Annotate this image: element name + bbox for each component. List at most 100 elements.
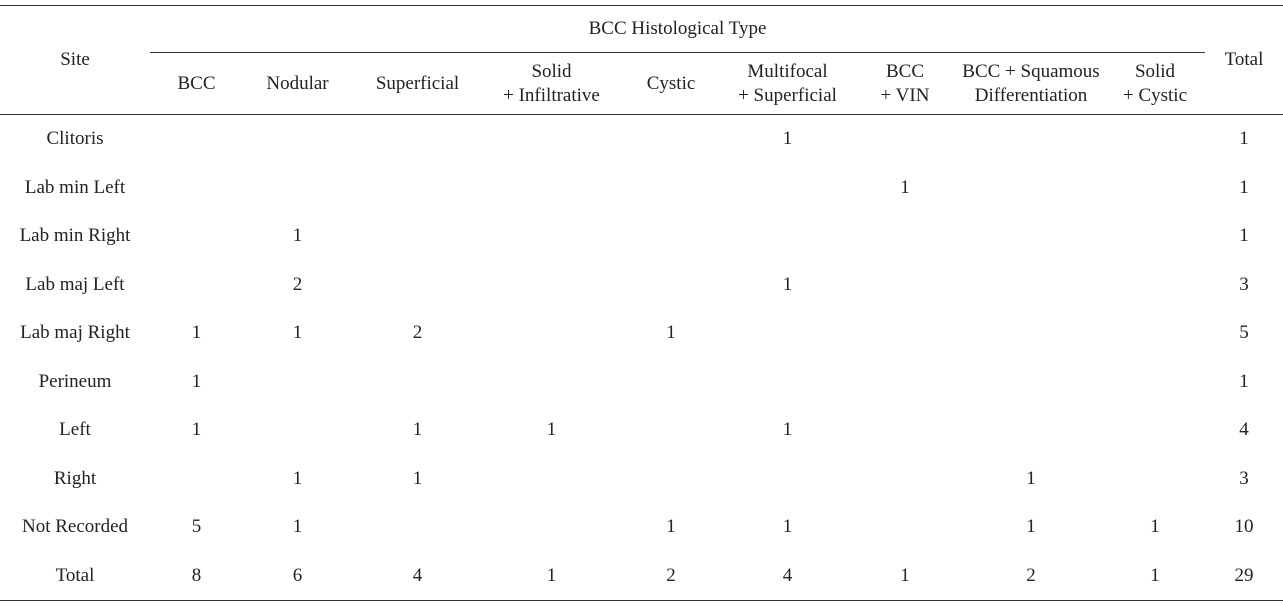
total-cell: 1 <box>1239 128 1249 150</box>
total-cell: 29 <box>1205 551 1283 601</box>
count-cell: 1 <box>1150 516 1160 538</box>
table-row: Perineum 1 1 <box>0 358 1283 407</box>
count-cell: 1 <box>666 322 676 344</box>
empty-cell <box>722 164 853 213</box>
empty-cell <box>483 503 620 552</box>
empty-cell <box>352 115 483 164</box>
empty-cell <box>352 212 483 261</box>
count-cell: 1 <box>666 516 676 538</box>
count-cell: 1 <box>191 419 202 441</box>
empty-cell <box>150 261 243 310</box>
empty-cell <box>352 358 483 407</box>
empty-cell <box>1105 455 1205 504</box>
count-cell: 1 <box>782 516 793 538</box>
empty-cell <box>620 406 722 455</box>
count-cell: 1 <box>546 419 557 441</box>
empty-cell <box>957 115 1105 164</box>
empty-cell <box>620 212 722 261</box>
count-cell: 1 <box>1026 467 1036 489</box>
empty-cell <box>483 212 620 261</box>
empty-cell <box>620 358 722 407</box>
table-row: Lab maj Left 2 1 3 <box>0 261 1283 310</box>
empty-cell <box>483 115 620 164</box>
empty-cell <box>1105 358 1205 407</box>
empty-cell <box>352 261 483 310</box>
empty-cell <box>1105 115 1205 164</box>
total-cell: 1 <box>1239 225 1249 247</box>
empty-cell <box>352 503 483 552</box>
empty-cell <box>1105 212 1205 261</box>
empty-cell <box>957 309 1105 358</box>
count-cell: 1 <box>853 551 957 601</box>
empty-cell <box>853 309 957 358</box>
empty-cell <box>853 455 957 504</box>
count-cell: 2 <box>620 551 722 601</box>
empty-cell <box>352 164 483 213</box>
empty-cell <box>620 261 722 310</box>
empty-cell <box>853 212 957 261</box>
total-cell: 4 <box>1239 419 1249 441</box>
count-cell: 1 <box>782 273 793 295</box>
empty-cell <box>957 164 1105 213</box>
count-cell: 1 <box>292 225 303 247</box>
empty-cell <box>957 358 1105 407</box>
count-cell: 2 <box>292 273 303 295</box>
total-cell: 1 <box>1239 176 1249 198</box>
empty-cell <box>483 358 620 407</box>
empty-cell <box>150 115 243 164</box>
table-row: Lab maj Right 1 1 2 1 5 <box>0 309 1283 358</box>
empty-cell <box>150 164 243 213</box>
count-cell: 1 <box>900 176 910 198</box>
table: Site BCC Histological Type Total BCC Nodu… <box>0 5 1283 601</box>
empty-cell <box>150 455 243 504</box>
site-cell: Lab min Left <box>24 176 126 198</box>
column-header: Cystic <box>620 53 722 115</box>
count-cell: 1 <box>1026 516 1036 538</box>
count-cell: 1 <box>782 128 793 150</box>
empty-cell <box>853 358 957 407</box>
empty-cell <box>243 115 352 164</box>
site-header: Site <box>0 5 150 115</box>
empty-cell <box>957 212 1105 261</box>
count-cell: 1 <box>292 516 303 538</box>
column-header: Nodular <box>243 53 352 115</box>
empty-cell <box>483 164 620 213</box>
empty-cell <box>620 115 722 164</box>
total-cell: 3 <box>1239 273 1249 295</box>
empty-cell <box>722 358 853 407</box>
site-cell: Left <box>59 419 91 441</box>
total-cell: 3 <box>1239 467 1249 489</box>
table-row: Clitoris 1 1 <box>0 115 1283 164</box>
column-header: BCC <box>150 53 243 115</box>
table-row: Lab min Right 1 1 <box>0 212 1283 261</box>
empty-cell <box>620 455 722 504</box>
total-header: Total <box>1205 5 1283 115</box>
total-cell: 1 <box>1239 370 1249 392</box>
empty-cell <box>483 261 620 310</box>
site-cell: Clitoris <box>46 128 104 150</box>
empty-cell <box>957 261 1105 310</box>
count-cell: 1 <box>1105 551 1206 601</box>
count-cell: 1 <box>292 467 303 489</box>
empty-cell <box>150 212 243 261</box>
total-cell: 10 <box>1234 516 1254 538</box>
table-row: Lab min Left 1 1 <box>0 164 1283 213</box>
empty-cell <box>1105 261 1205 310</box>
table-row: Right 1 1 1 3 <box>0 455 1283 504</box>
empty-cell <box>243 406 352 455</box>
count-cell: 1 <box>191 370 202 392</box>
empty-cell <box>853 503 957 552</box>
count-cell: 1 <box>292 322 303 344</box>
group-header: BCC Histological Type <box>150 5 1206 53</box>
empty-cell <box>483 309 620 358</box>
count-cell: 2 <box>957 551 1105 601</box>
count-cell: 4 <box>352 551 483 601</box>
empty-cell <box>620 164 722 213</box>
site-cell: Not Recorded <box>21 516 129 538</box>
empty-cell <box>1105 164 1205 213</box>
site-cell: Right <box>53 467 97 489</box>
empty-cell <box>722 212 853 261</box>
count-cell: 1 <box>412 467 423 489</box>
table-row: Not Recorded 5 1 1 1 1 1 10 <box>0 503 1283 552</box>
